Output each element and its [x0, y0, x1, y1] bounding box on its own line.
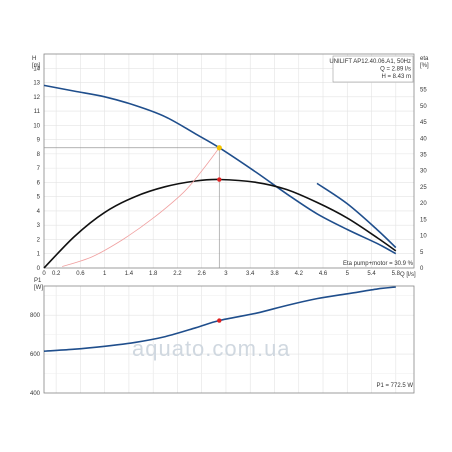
axis-label-line: [W]	[34, 285, 43, 291]
system-curve	[62, 147, 220, 267]
top-series	[43, 84, 397, 269]
y-axis-label-head: H [m]	[32, 56, 41, 69]
y-tick-label-head: 4	[37, 209, 41, 215]
duty-point-marker	[216, 145, 222, 151]
x-tick-label: 1.8	[149, 271, 158, 277]
y-tick-label-eta: 40	[420, 136, 427, 142]
y-tick-label-head: 13	[33, 81, 40, 87]
x-tick-label: 1	[103, 271, 107, 277]
x-axis-label-flow: Q [l/s]	[400, 272, 416, 278]
x-tick-label: 2.6	[198, 271, 207, 277]
y-tick-label-head: 10	[33, 123, 40, 129]
axis-label-line: H	[32, 56, 36, 62]
y-axis-label-power: P1 [W]	[34, 278, 43, 291]
y-tick-label-eta: 15	[420, 217, 427, 223]
y-tick-label-head: 9	[37, 138, 41, 144]
y-tick-label-power: 600	[30, 352, 41, 358]
info-line: UNILIFT AP12.40.06.A1, 50Hz	[329, 59, 411, 65]
y-tick-label-eta: 0	[420, 266, 424, 272]
x-tick-label: 0	[42, 271, 46, 277]
info-box-frame	[332, 55, 414, 83]
y-tick-label-head: 6	[37, 180, 41, 186]
y-tick-label-eta: 30	[420, 169, 427, 175]
eta-tail-curve	[316, 182, 397, 249]
power-point-marker	[217, 318, 222, 323]
y-tick-label-eta: 10	[420, 234, 427, 240]
y-tick-label-power: 400	[30, 391, 41, 397]
y-tick-label-head: 5	[37, 195, 41, 201]
eta-annotation: Eta pump+motor = 30.9 %	[343, 261, 414, 267]
top-chart-grid	[43, 54, 414, 269]
operating-points	[216, 145, 222, 323]
x-tick-label: 5	[346, 271, 350, 277]
x-tick-label: 4.2	[295, 271, 304, 277]
x-tick-label: 5.4	[367, 271, 376, 277]
x-tick-label: 3.4	[246, 271, 255, 277]
x-tick-label: 3.8	[270, 271, 279, 277]
y-tick-label-eta: 45	[420, 120, 427, 126]
info-line: H = 8.43 m	[381, 74, 411, 80]
y-tick-label-eta: 50	[420, 104, 427, 110]
x-tick-label: 0.2	[52, 271, 61, 277]
watermark: aquato.com.ua	[132, 336, 291, 361]
y-axis-label-eta: eta [%]	[420, 56, 429, 69]
y-tick-label-head: 12	[33, 95, 40, 101]
x-tick-label: 0.6	[76, 271, 85, 277]
y-tick-label-power: 800	[30, 313, 41, 319]
y-tick-label-head: 2	[37, 237, 41, 243]
bottom-plot-frame	[43, 285, 415, 394]
info-line: Q = 2.89 l/s	[380, 67, 411, 73]
axis-label-line: [m]	[32, 63, 41, 69]
y-tick-label-head: 11	[34, 109, 41, 115]
y-tick-label-head: 14	[33, 66, 40, 72]
y-tick-label-head: 3	[37, 223, 41, 229]
x-tick-label: 3	[224, 271, 228, 277]
top-plot-frame	[43, 53, 415, 269]
bottom-tick-labels: 400 600 800	[30, 313, 41, 397]
head-curve	[43, 84, 397, 255]
y-tick-label-eta: 55	[420, 88, 427, 94]
pump-info-box: UNILIFT AP12.40.06.A1, 50Hz Q = 2.89 l/sH…	[329, 55, 414, 83]
x-tick-label: 2.2	[173, 271, 182, 277]
y-tick-label-eta: 5	[420, 250, 424, 256]
y-tick-label-eta: 20	[420, 201, 427, 207]
axis-label-line: P1	[34, 278, 42, 284]
y-tick-label-eta: 25	[420, 185, 427, 191]
x-tick-label: 5.8	[392, 271, 401, 277]
x-tick-label: 4.6	[319, 271, 328, 277]
operating-point-guides	[44, 147, 220, 268]
top-tick-labels: 0 0.2 0.6 1 1.4 1.8 2.2 2.6 3 3.4 3.8 4.2 4.6 5 5.4 5.8…	[33, 66, 427, 277]
axis-label-line: [%]	[420, 63, 429, 69]
p1-annotation: P1 = 772.5 W	[376, 383, 413, 389]
axis-label-line: eta	[420, 56, 429, 62]
y-tick-label-head: 7	[37, 166, 41, 172]
y-tick-label-head: 1	[37, 252, 41, 258]
y-tick-label-head: 0	[37, 266, 41, 272]
efficiency-point-marker	[217, 177, 222, 182]
y-tick-label-head: 8	[37, 152, 41, 158]
x-tick-label: 1.4	[125, 271, 134, 277]
y-tick-label-eta: 35	[420, 153, 427, 159]
